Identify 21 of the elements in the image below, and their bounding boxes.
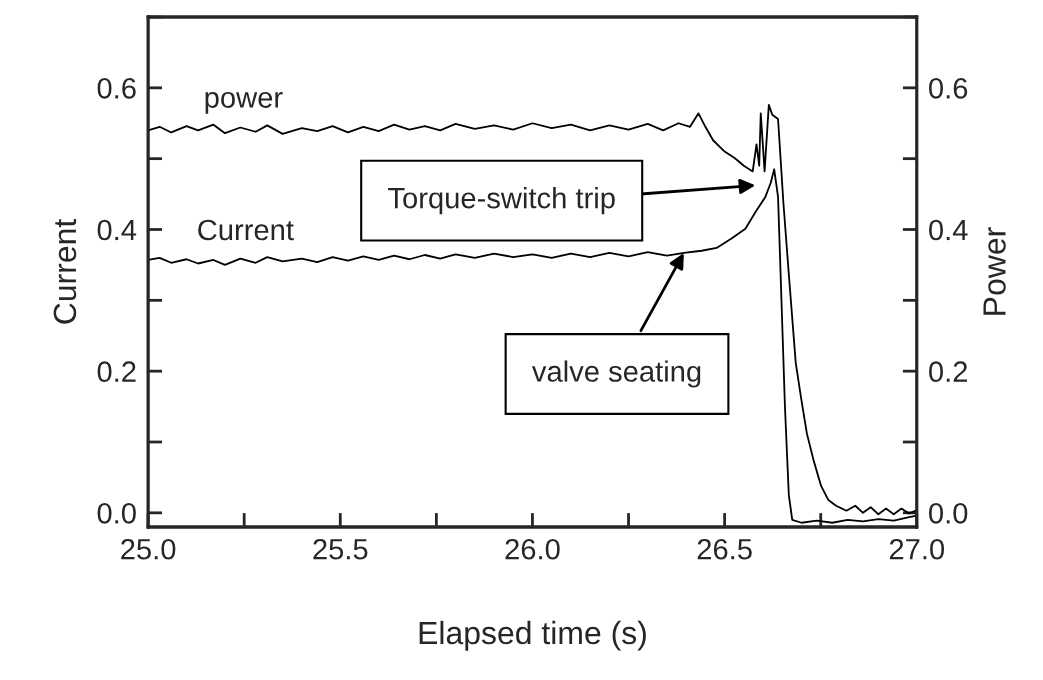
series-label: Current	[198, 219, 294, 241]
y2-tick-label: 0.4	[929, 219, 968, 241]
y2-tick-label: 0.2	[929, 361, 967, 383]
y2-tick-label: 0.6	[929, 78, 968, 99]
x-tick-label: 25.0	[121, 538, 176, 560]
annotation: valve seating	[531, 360, 701, 388]
x-tick-label: 27.0	[889, 538, 945, 560]
y-tick-label: 0.2	[97, 361, 136, 383]
annotation: Torque-switch trip	[388, 187, 615, 215]
y-tick-label: 0.6	[97, 78, 136, 99]
y2-axis-title: Power	[983, 227, 1006, 315]
x-axis-title: Elapsed time (s)	[419, 620, 646, 651]
y2-tick-label: 0.0	[929, 503, 968, 524]
x-tick-label: 26.0	[505, 538, 560, 560]
y-tick-label: 0.0	[97, 503, 136, 524]
x-tick-label: 26.5	[697, 538, 752, 560]
y-tick-label: 0.4	[97, 219, 137, 241]
line-series	[148, 168, 917, 524]
series-label: power	[205, 91, 283, 114]
y-axis-title: Current	[53, 218, 77, 324]
x-tick-label: 25.5	[313, 538, 368, 560]
